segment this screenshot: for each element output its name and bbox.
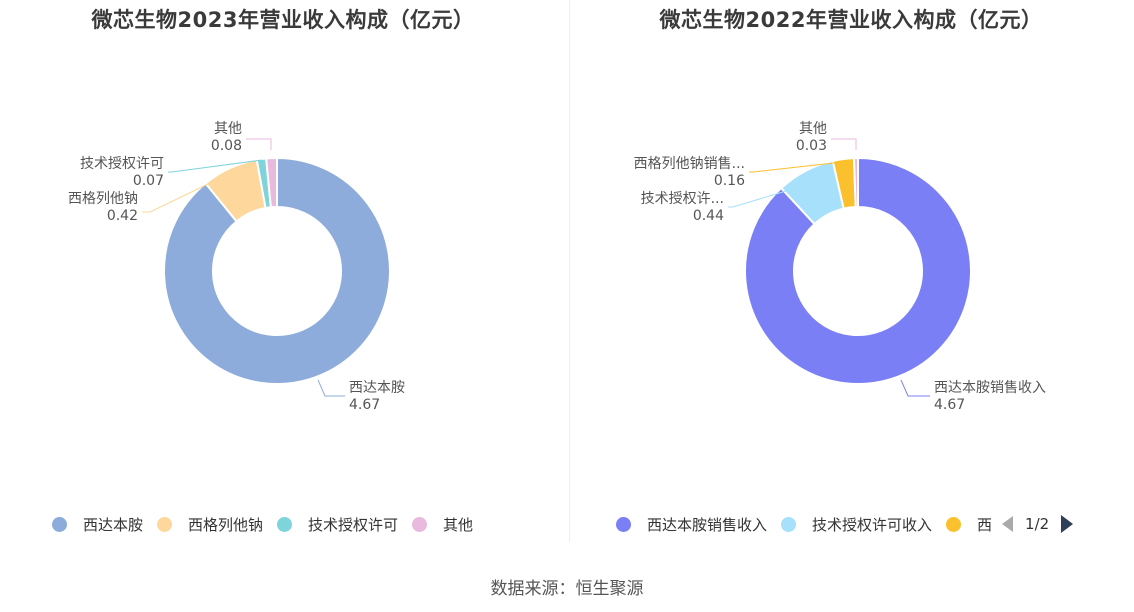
slice-label-name-3: 其他 bbox=[214, 121, 242, 137]
slice-label-name-3: 其他 bbox=[799, 121, 827, 137]
slice-label-value-1: 0.42 bbox=[107, 208, 138, 224]
legend-dot-icon bbox=[52, 516, 67, 532]
slice-label-value-2: 0.16 bbox=[714, 173, 745, 189]
slice-label-name-2: 西格列他钠销售... bbox=[634, 156, 745, 172]
panel-divider bbox=[569, 0, 570, 542]
slice-label-name-0: 西达本胺销售收入 bbox=[934, 380, 1046, 396]
donut-slice-0[interactable] bbox=[744, 156, 972, 385]
slice-label-name-1: 技术授权许... bbox=[641, 191, 724, 207]
legend-dot-icon bbox=[412, 516, 428, 532]
next-page-icon[interactable] bbox=[1061, 515, 1074, 533]
label-leader-line-0 bbox=[317, 379, 345, 397]
legend-pager: 1/2 bbox=[1002, 515, 1074, 533]
donut-slice-0[interactable] bbox=[163, 156, 391, 385]
legend-page-indicator: 1/2 bbox=[1025, 515, 1050, 533]
chart-title-2022: 微芯生物2022年营业收入构成（亿元） bbox=[659, 8, 1043, 32]
legend-item-3[interactable]: 其他 bbox=[412, 514, 473, 535]
donut-slice-3[interactable] bbox=[852, 156, 859, 209]
legend-item-2[interactable]: 西 bbox=[946, 514, 992, 535]
legend-label: 西 bbox=[977, 515, 993, 534]
slice-label-value-0: 4.67 bbox=[934, 397, 965, 413]
legend-item-0[interactable]: 西达本胺销售收入 bbox=[616, 514, 767, 535]
legend-label: 技术授权许可 bbox=[308, 515, 399, 534]
slice-label-value-2: 0.07 bbox=[133, 173, 164, 189]
legend-item-2[interactable]: 技术授权许可 bbox=[277, 514, 398, 535]
legend-item-1[interactable]: 西格列他钠 bbox=[157, 514, 263, 535]
legend-label: 西达本胺销售收入 bbox=[647, 515, 768, 534]
legend-dot-icon bbox=[616, 516, 631, 532]
label-leader-line-1 bbox=[728, 187, 797, 208]
prev-page-icon[interactable] bbox=[1002, 516, 1014, 532]
label-leader-line-3 bbox=[246, 138, 272, 150]
donut-slice-3[interactable] bbox=[265, 156, 278, 209]
label-leader-line-0 bbox=[900, 379, 930, 397]
legend-item-0[interactable]: 西达本胺 bbox=[52, 514, 143, 535]
slice-label-value-0: 4.67 bbox=[349, 397, 380, 413]
legend-label: 西达本胺 bbox=[83, 515, 144, 534]
slice-label-name-1: 西格列他钠 bbox=[68, 191, 138, 207]
slice-label-value-3: 0.03 bbox=[796, 138, 827, 154]
legend-dot-icon bbox=[157, 516, 173, 532]
legend-2023: 西达本胺 西格列他钠 技术授权许可 其他 bbox=[52, 510, 487, 538]
slice-label-name-2: 技术授权许可 bbox=[80, 156, 164, 172]
data-source: 数据来源：恒生聚源 bbox=[490, 579, 644, 599]
chart-title-2023: 微芯生物2023年营业收入构成（亿元） bbox=[91, 8, 475, 32]
legend-label: 技术授权许可收入 bbox=[812, 515, 933, 534]
legend-label: 其他 bbox=[443, 515, 474, 534]
chart-panel-2022: 西达本胺销售收入 4.67 技术授权许... 0.44 西格列他钠销售... 0.16 其他… bbox=[568, 0, 1134, 545]
label-leader-line-2 bbox=[749, 161, 844, 173]
legend-item-1[interactable]: 技术授权许可收入 bbox=[781, 514, 932, 535]
slice-label-value-3: 0.08 bbox=[211, 138, 242, 154]
label-leader-line-1 bbox=[142, 181, 213, 213]
legend-dot-icon bbox=[946, 516, 962, 532]
legend-dot-icon bbox=[277, 516, 293, 532]
slice-label-value-1: 0.44 bbox=[693, 208, 724, 224]
legend-label: 西格列他钠 bbox=[188, 515, 264, 534]
legend-dot-icon bbox=[781, 516, 797, 532]
label-leader-line-2 bbox=[168, 159, 263, 173]
slice-label-name-0: 西达本胺 bbox=[349, 380, 405, 396]
chart-panel-2023: 西达本胺 4.67 西格列他钠 0.42 技术授权许可 0.07 其他 0.08 微芯生物20… bbox=[0, 0, 566, 545]
legend-2022: 西达本胺销售收入 技术授权许可收入 西 1/2 bbox=[616, 510, 1074, 538]
label-leader-line-3 bbox=[831, 138, 857, 150]
